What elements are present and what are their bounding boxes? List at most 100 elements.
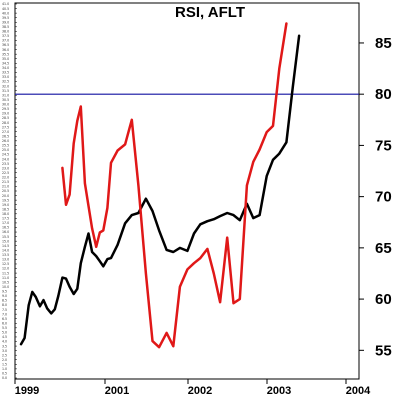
left-scale-label: 34.0	[2, 66, 9, 70]
left-scale-label: 25.0	[2, 148, 9, 152]
left-scale-label: 37.5	[2, 34, 9, 38]
chart-title: RSI, AFLT	[175, 4, 245, 21]
left-scale-label: 28.5	[2, 116, 9, 120]
left-scale-label: 13.5	[2, 253, 9, 257]
left-scale-label: 5.5	[2, 326, 7, 330]
left-scale-label: 26.0	[2, 139, 9, 143]
left-scale-label: 33.5	[2, 71, 9, 75]
left-scale-label: 22.5	[2, 171, 9, 175]
left-scale-label: 10.0	[2, 285, 9, 289]
left-scale-label: 2.5	[2, 353, 7, 357]
left-scale-label: 20.5	[2, 189, 9, 193]
y-tick-label: 75	[375, 137, 392, 154]
left-scale-label: 23.0	[2, 166, 9, 170]
left-scale-label: 7.0	[2, 312, 7, 316]
left-scale-label: 6.5	[2, 317, 7, 321]
left-scale-label: 19.5	[2, 198, 9, 202]
left-scale-label: 3.0	[2, 349, 7, 353]
left-scale-label: 13.0	[2, 258, 9, 262]
left-scale-label: 16.5	[2, 226, 9, 230]
left-scale-label: 36.0	[2, 48, 9, 52]
left-scale-label: 38.5	[2, 25, 9, 29]
left-scale-label: 32.0	[2, 84, 9, 88]
y-tick-label: 85	[375, 35, 392, 52]
left-scale-label: 38.0	[2, 30, 9, 34]
left-scale-label: 26.5	[2, 134, 9, 138]
left-scale-label: 5.0	[2, 331, 7, 335]
left-scale-label: 4.5	[2, 335, 7, 339]
left-scale-label: 17.0	[2, 221, 9, 225]
left-scale-label: 21.0	[2, 185, 9, 189]
y-tick-label: 55	[375, 342, 392, 359]
left-scale-label: 12.5	[2, 262, 9, 266]
y-tick-label: 60	[375, 291, 392, 308]
left-scale-label: 18.5	[2, 207, 9, 211]
series-layer	[19, 22, 301, 349]
left-scale-label: 35.0	[2, 57, 9, 61]
left-scale-label: 39.0	[2, 20, 9, 24]
y-axis-ticks: 55 60 65 70 75 80 85	[359, 35, 392, 359]
left-scale-label: 25.5	[2, 144, 9, 148]
left-scale-label: 24.5	[2, 153, 9, 157]
left-scale-label: 27.5	[2, 125, 9, 129]
left-scale-label: 37.0	[2, 39, 9, 43]
left-scale-label: 15.0	[2, 239, 9, 243]
left-scale-label: 35.5	[2, 52, 9, 56]
series-line-black	[19, 34, 301, 346]
left-scale-label: 10.5	[2, 280, 9, 284]
left-scale-label: 1.5	[2, 363, 7, 367]
left-scale-label: 21.5	[2, 180, 9, 184]
left-scale-label: 30.0	[2, 103, 9, 107]
left-scale-label: 40.0	[2, 11, 9, 15]
left-scale-label: 36.5	[2, 43, 9, 47]
left-scale-label: 16.0	[2, 230, 9, 234]
left-scale-label: 0.0	[2, 376, 7, 380]
y-tick-label: 80	[375, 86, 392, 103]
left-scale-label: 29.0	[2, 112, 9, 116]
left-scale-label: 14.0	[2, 248, 9, 252]
left-scale-label: 4.0	[2, 340, 7, 344]
x-tick-label: 2002	[188, 385, 212, 397]
left-scale-label: 20.0	[2, 194, 9, 198]
left-scale-label: 11.5	[2, 271, 9, 275]
left-scale-label: 40.5	[2, 7, 9, 11]
left-mini-scale: 41.040.540.039.539.038.538.037.537.036.5…	[2, 2, 17, 380]
left-scale-label: 17.5	[2, 217, 9, 221]
left-scale-label: 22.0	[2, 176, 9, 180]
left-scale-label: 2.0	[2, 358, 7, 362]
left-scale-label: 41.0	[2, 2, 9, 6]
left-scale-label: 7.5	[2, 308, 7, 312]
left-scale-label: 34.5	[2, 61, 9, 65]
left-scale-label: 18.0	[2, 212, 9, 216]
left-scale-label: 8.0	[2, 303, 7, 307]
left-scale-label: 30.5	[2, 98, 9, 102]
left-scale-label: 31.5	[2, 89, 9, 93]
left-scale-label: 23.5	[2, 162, 9, 166]
left-scale-label: 29.5	[2, 107, 9, 111]
left-scale-label: 0.5	[2, 372, 7, 376]
x-tick-label: 2004	[346, 385, 371, 397]
left-scale-label: 1.0	[2, 367, 7, 371]
left-scale-label: 31.0	[2, 93, 9, 97]
y-tick-label: 65	[375, 240, 392, 257]
left-scale-label: 33.0	[2, 75, 9, 79]
x-tick-label: 1999	[15, 385, 39, 397]
x-axis-ticks: 1999 2001 2002 2003 2004	[14, 379, 371, 397]
left-scale-label: 24.0	[2, 157, 9, 161]
left-scale-label: 14.5	[2, 244, 9, 248]
left-scale-label: 39.5	[2, 16, 9, 20]
series-line-red	[61, 22, 288, 349]
x-tick-label: 2001	[105, 385, 129, 397]
x-tick-label: 2003	[267, 385, 291, 397]
left-scale-label: 27.0	[2, 130, 9, 134]
left-scale-label: 15.5	[2, 235, 9, 239]
y-tick-label: 70	[375, 189, 392, 206]
left-scale-label: 9.0	[2, 294, 7, 298]
left-scale-label: 19.0	[2, 203, 9, 207]
left-scale-label: 6.0	[2, 321, 7, 325]
left-scale-label: 28.0	[2, 121, 9, 125]
left-scale-label: 32.5	[2, 80, 9, 84]
left-scale-label: 3.5	[2, 344, 7, 348]
